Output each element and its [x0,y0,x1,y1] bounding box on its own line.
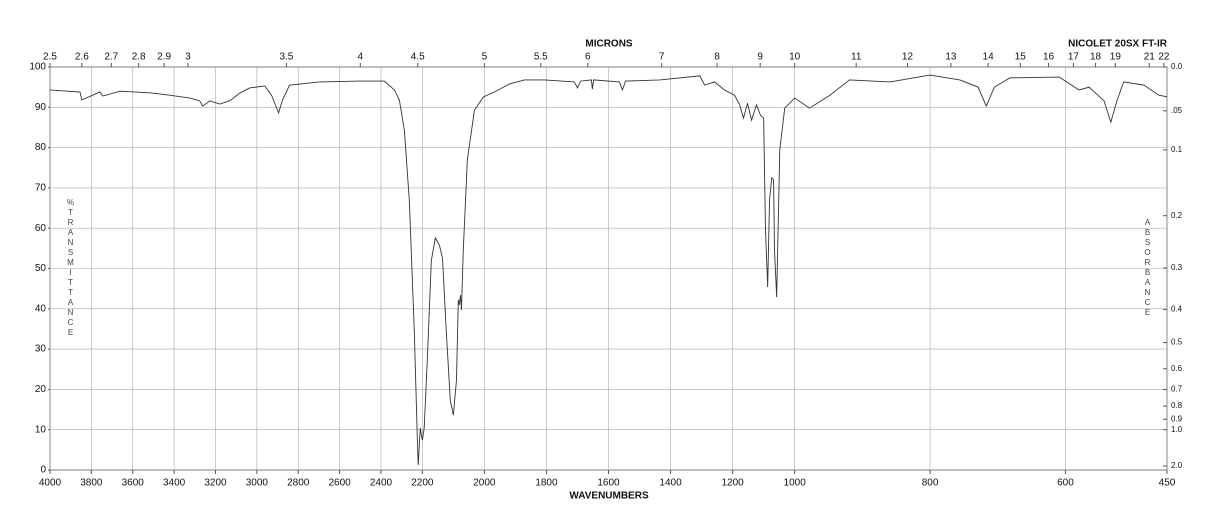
top-tick-label: 2.5 [43,52,57,63]
y2-tick-label: 0.9 [1171,414,1183,423]
y-tick-label: 100 [29,62,46,73]
y2-tick-label: 0.6 [1171,364,1183,373]
x-tick-label: 450 [1159,478,1176,489]
top-tick-label: 7 [659,52,665,63]
y2-tick-label: 0.3 [1171,263,1183,272]
x-tick-label: 2000 [473,478,496,489]
y-tick-label: 90 [35,102,47,113]
y-tick-label: 0 [40,465,46,476]
top-tick-label: 15 [1015,52,1027,63]
y-tick-label: 10 [35,424,47,435]
x-tick-label: 3200 [204,478,227,489]
spectrum-line [49,74,1168,466]
x-tick-label: 1600 [597,478,620,489]
top-tick-label: 19 [1110,52,1122,63]
y-axis-title: %TRANSMITTANCE [66,198,75,338]
top-tick-label: 4 [357,52,363,63]
top-tick-label: 10 [789,52,801,63]
x-tick-label: 1800 [535,478,558,489]
top-tick-label: 12 [902,52,914,63]
top-tick-label: 2.8 [132,52,146,63]
x-tick-label: 1400 [659,478,682,489]
x-tick-label: 2600 [328,478,351,489]
y-tick-label: 20 [35,384,47,395]
y-tick-label: 70 [35,183,47,194]
top-tick-label: 14 [983,52,995,63]
y2-tick-label: 2.0 [1171,461,1183,470]
top-tick-label: 22 [1158,52,1170,63]
x-tick-label: 600 [1057,478,1074,489]
y2-tick-label: 0.8 [1171,401,1183,410]
top-tick-label: 2.6 [75,52,89,63]
x-tick-label: 3400 [163,478,186,489]
x-tick-label: 3800 [80,478,103,489]
x-tick-label: 800 [922,478,939,489]
x-tick-label: 1000 [784,478,807,489]
chart-title: NICOLET 20SX FT-IR [1068,39,1168,50]
top-tick-label: 5 [482,52,488,63]
x-axis-title: WAVENUMBERS [569,491,649,502]
top-tick-label: 5.5 [534,52,548,63]
x-tick-label: 4000 [39,478,62,489]
y2-tick-label: 0.7 [1171,385,1183,394]
top-tick-label: 4.5 [411,52,425,63]
y-tick-label: 40 [35,303,47,314]
top-axis-title: MICRONS [585,39,633,50]
top-tick-label: 11 [851,52,862,63]
y-tick-label: 60 [35,223,47,234]
y2-axis-title: ABSORBANCE [1143,218,1152,318]
y2-tick-label: 0.4 [1171,305,1183,314]
top-tick-label: 6 [585,52,591,63]
top-tick-label: 16 [1043,52,1055,63]
top-tick-label: 21 [1144,52,1156,63]
top-tick-label: 17 [1068,52,1080,63]
y2-tick-label: .05 [1171,106,1183,115]
y2-tick-label: 0.1 [1171,145,1183,154]
y2-tick-label: 0.5 [1171,338,1183,347]
y2-tick-label: 0.2 [1171,211,1183,220]
x-tick-label: 1200 [721,478,744,489]
top-tick-label: 9 [757,52,763,63]
x-tick-label: 2800 [287,478,310,489]
top-tick-label: 3 [185,52,191,63]
y-tick-label: 30 [35,344,47,355]
top-tick-label: 8 [714,52,720,63]
y-tick-label: 80 [35,142,47,153]
top-tick-label: 3.5 [279,52,293,63]
y2-tick-label: 1.0 [1171,425,1183,434]
y-tick-label: 50 [35,263,47,274]
top-tick-label: 2.9 [157,52,171,63]
x-tick-label: 2400 [370,478,393,489]
y2-tick-label: 0.0 [1171,62,1183,71]
top-tick-label: 18 [1090,52,1102,63]
x-tick-label: 2200 [411,478,434,489]
x-tick-label: 3600 [122,478,145,489]
x-tick-label: 3000 [246,478,269,489]
top-tick-label: 13 [945,52,957,63]
top-tick-label: 2.7 [104,52,118,63]
